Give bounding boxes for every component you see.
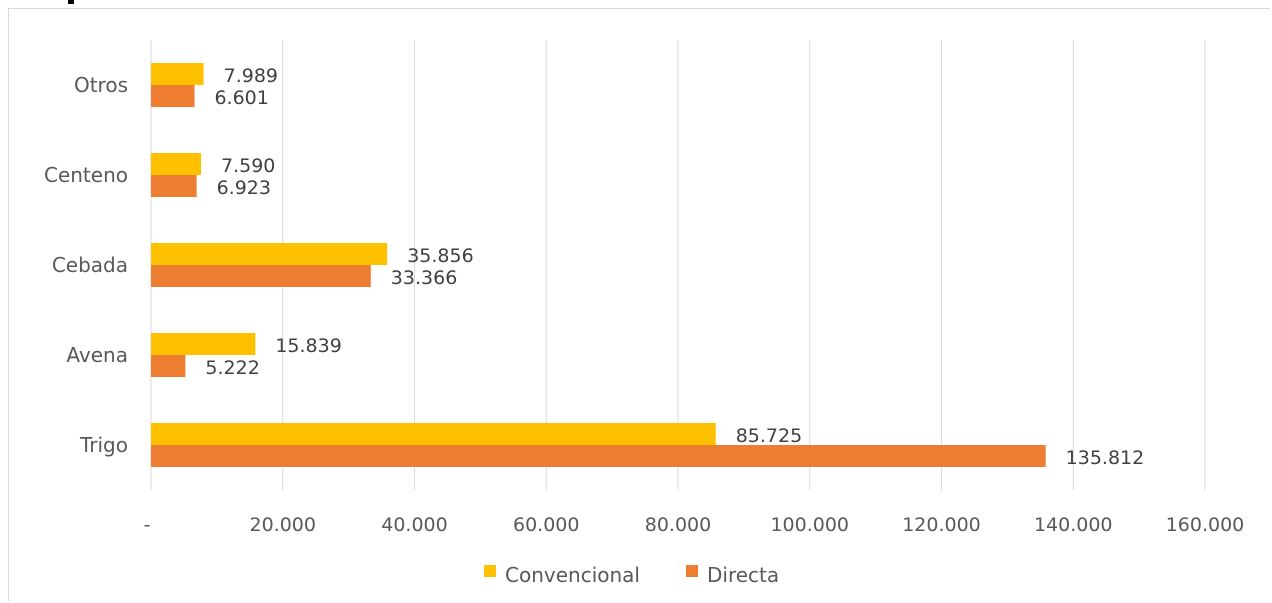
legend-label-convencional: Convencional: [505, 563, 640, 587]
x-tick-label: -: [144, 514, 151, 536]
data-label-directa-avena: 5.222: [205, 357, 259, 379]
data-label-convencional-cebada: 35.856: [407, 245, 473, 267]
title-fragment: [68, 0, 74, 4]
data-label-convencional-trigo: 85.725: [736, 425, 802, 447]
category-label-avena: Avena: [66, 343, 128, 367]
x-tick-labels: - 20.000 40.000 60.000 80.000 100.000 120.000 1…: [144, 514, 1245, 536]
x-tick-label: 140.000: [1034, 514, 1113, 536]
legend-swatch-directa: [686, 565, 698, 577]
x-tick-label: 100.000: [770, 514, 849, 536]
x-tick-label: 120.000: [902, 514, 981, 536]
x-tick-label: 60.000: [513, 514, 579, 536]
bar-convencional-centeno: [151, 153, 201, 175]
bar-convencional-trigo: [151, 423, 716, 445]
x-tick-label: 40.000: [381, 514, 447, 536]
x-tick-label: 20.000: [250, 514, 316, 536]
chart-frame: [8, 8, 1270, 601]
legend: Convencional Directa: [484, 563, 779, 587]
bar-convencional-avena: [151, 333, 256, 355]
category-labels: Trigo Avena Cebada Centeno Otros: [44, 73, 128, 457]
category-label-cebada: Cebada: [52, 253, 128, 277]
bar-convencional-otros: [151, 63, 204, 85]
bar-directa-otros: [151, 85, 195, 107]
data-label-directa-otros: 6.601: [214, 87, 268, 109]
x-tick-label: 80.000: [645, 514, 711, 536]
bar-convencional-cebada: [151, 243, 388, 265]
data-label-convencional-otros: 7.989: [224, 65, 278, 87]
bars: [151, 63, 1046, 467]
x-tick-label: 160.000: [1166, 514, 1245, 536]
category-label-otros: Otros: [74, 73, 128, 97]
legend-swatch-convencional: [484, 565, 496, 577]
data-label-convencional-centeno: 7.590: [221, 155, 275, 177]
data-label-directa-cebada: 33.366: [391, 267, 457, 289]
bar-directa-cebada: [151, 265, 371, 287]
legend-label-directa: Directa: [707, 563, 779, 587]
bar-directa-trigo: [151, 445, 1046, 467]
data-label-directa-centeno: 6.923: [217, 177, 271, 199]
gridlines: [150, 40, 1206, 490]
data-label-directa-trigo: 135.812: [1066, 447, 1145, 469]
data-label-convencional-avena: 15.839: [275, 335, 341, 357]
category-label-centeno: Centeno: [44, 163, 128, 187]
bar-directa-avena: [151, 355, 186, 377]
bar-directa-centeno: [151, 175, 197, 197]
category-label-trigo: Trigo: [79, 433, 128, 457]
